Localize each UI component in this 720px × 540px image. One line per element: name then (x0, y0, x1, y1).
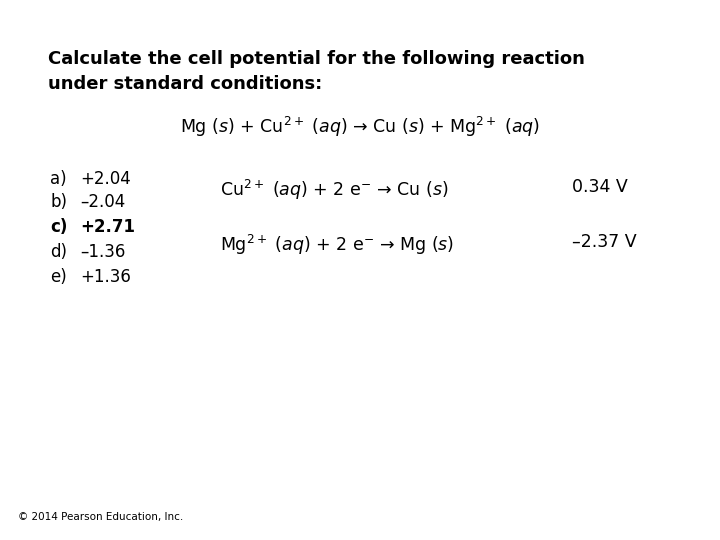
Text: under standard conditions:: under standard conditions: (48, 75, 323, 93)
Text: a): a) (50, 170, 67, 188)
Text: b): b) (50, 193, 67, 211)
Text: Calculate the cell potential for the following reaction: Calculate the cell potential for the fol… (48, 50, 585, 68)
Text: Cu$^{2+}$ ($\mathit{aq}$) + 2 e$^{-}$ → Cu ($\mathit{s}$): Cu$^{2+}$ ($\mathit{aq}$) + 2 e$^{-}$ → … (220, 178, 449, 202)
Text: +1.36: +1.36 (80, 268, 131, 286)
Text: e): e) (50, 268, 67, 286)
Text: c): c) (50, 218, 68, 236)
Text: 0.34 V: 0.34 V (572, 178, 628, 196)
Text: Mg$^{2+}$ ($\mathit{aq}$) + 2 e$^{-}$ → Mg ($\mathit{s}$): Mg$^{2+}$ ($\mathit{aq}$) + 2 e$^{-}$ → … (220, 233, 454, 257)
Text: –2.04: –2.04 (80, 193, 125, 211)
Text: d): d) (50, 243, 67, 261)
Text: Mg ($\mathit{s}$) + Cu$^{2+}$ ($\mathit{aq}$) → Cu ($\mathit{s}$) + Mg$^{2+}$ ($: Mg ($\mathit{s}$) + Cu$^{2+}$ ($\mathit{… (180, 115, 540, 139)
Text: –1.36: –1.36 (80, 243, 125, 261)
Text: © 2014 Pearson Education, Inc.: © 2014 Pearson Education, Inc. (18, 512, 184, 522)
Text: +2.04: +2.04 (80, 170, 131, 188)
Text: +2.71: +2.71 (80, 218, 135, 236)
Text: –2.37 V: –2.37 V (572, 233, 636, 251)
